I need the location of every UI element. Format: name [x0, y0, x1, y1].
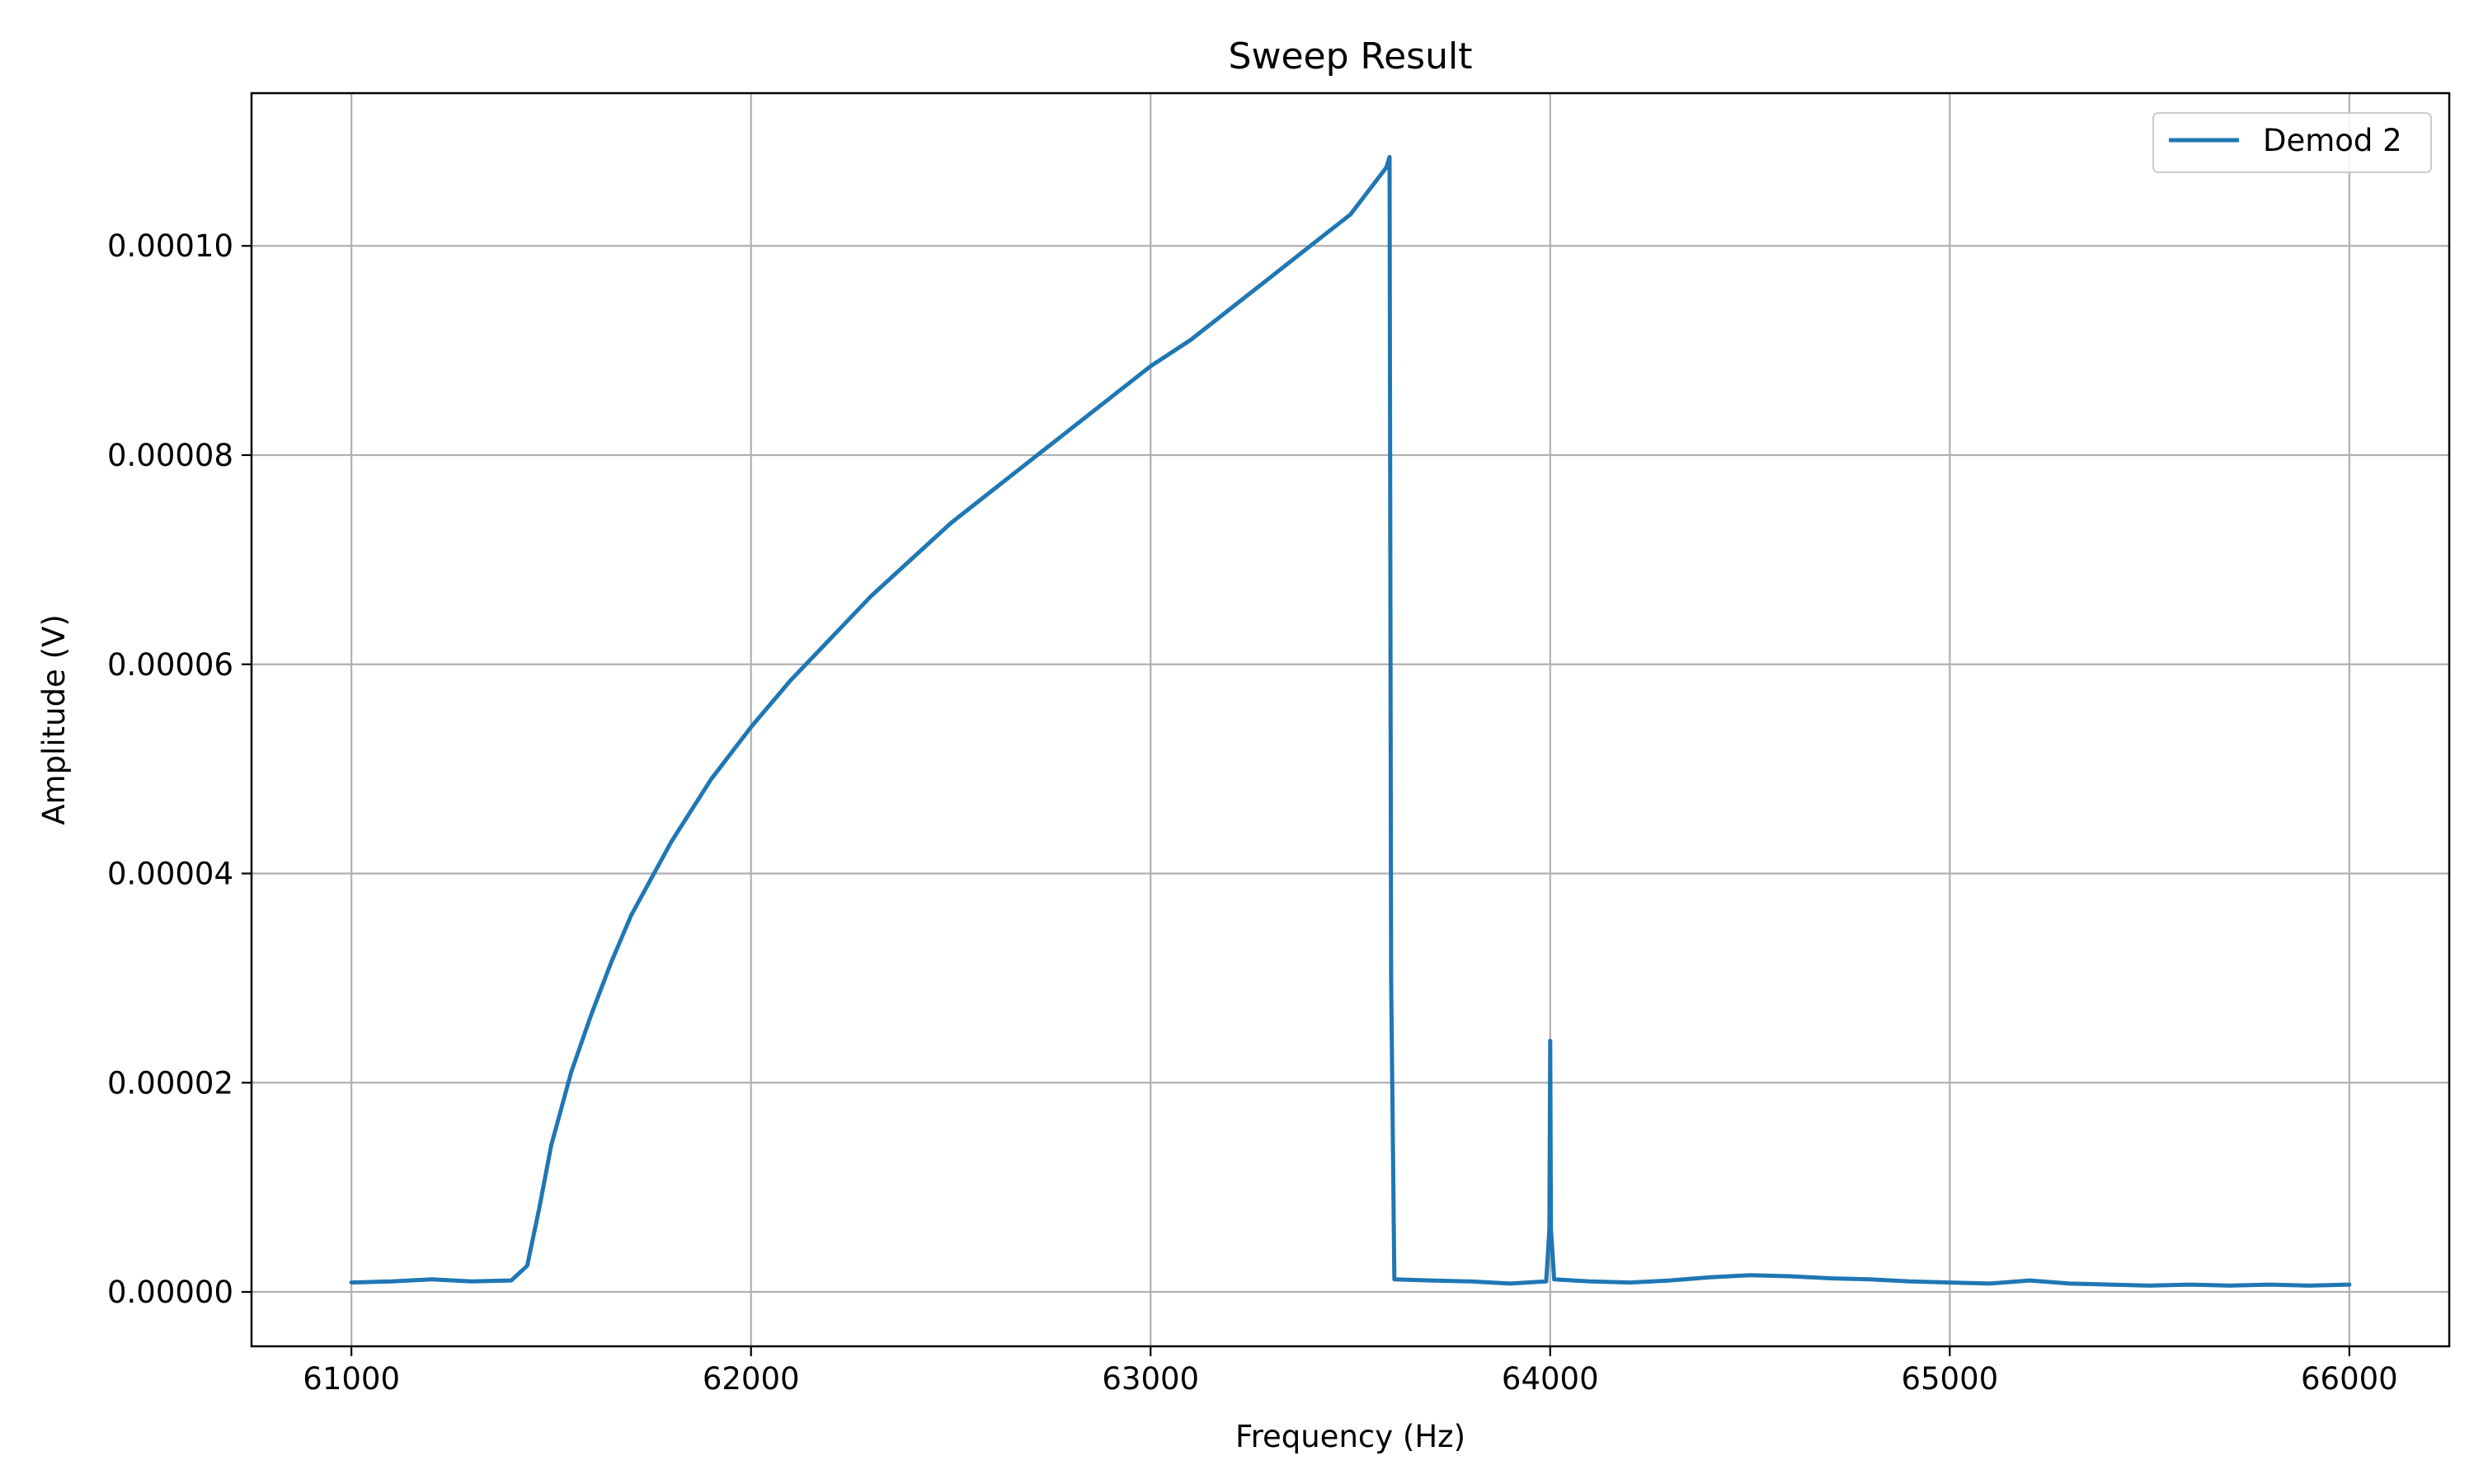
grid	[252, 93, 2449, 1346]
legend: Demod 2	[2152, 112, 2432, 173]
legend-box	[2152, 112, 2432, 173]
y-tick-label: 0.00006	[107, 647, 233, 683]
x-tick-label: 65000	[1901, 1361, 1998, 1397]
series-layer	[349, 154, 2352, 1288]
y-tick-label: 0.00002	[107, 1065, 233, 1101]
x-axis-ticks: 61000 62000 63000 64000 65000 66000	[303, 1346, 2398, 1397]
x-axis-label: Frequency (Hz)	[1235, 1419, 1465, 1454]
x-tick-label: 63000	[1102, 1361, 1199, 1397]
y-axis-ticks: 0.00000 0.00002 0.00004 0.00006 0.00008 0.000…	[107, 228, 252, 1310]
series-line-demod-2	[349, 154, 2352, 1288]
legend-label: Demod 2	[2263, 123, 2402, 158]
y-tick-label: 0.00010	[107, 228, 233, 264]
y-tick-label: 0.00004	[107, 857, 233, 892]
x-tick-label: 66000	[2301, 1361, 2398, 1397]
y-tick-label: 0.00000	[107, 1275, 233, 1310]
chart-title: Sweep Result	[1229, 35, 1473, 77]
y-axis-label: Amplitude (V)	[36, 614, 72, 825]
x-tick-label: 61000	[303, 1361, 400, 1397]
plot-area-frame	[250, 92, 2451, 1348]
y-tick-label: 0.00008	[107, 438, 233, 473]
x-tick-label: 64000	[1502, 1361, 1599, 1397]
x-tick-label: 62000	[703, 1361, 800, 1397]
